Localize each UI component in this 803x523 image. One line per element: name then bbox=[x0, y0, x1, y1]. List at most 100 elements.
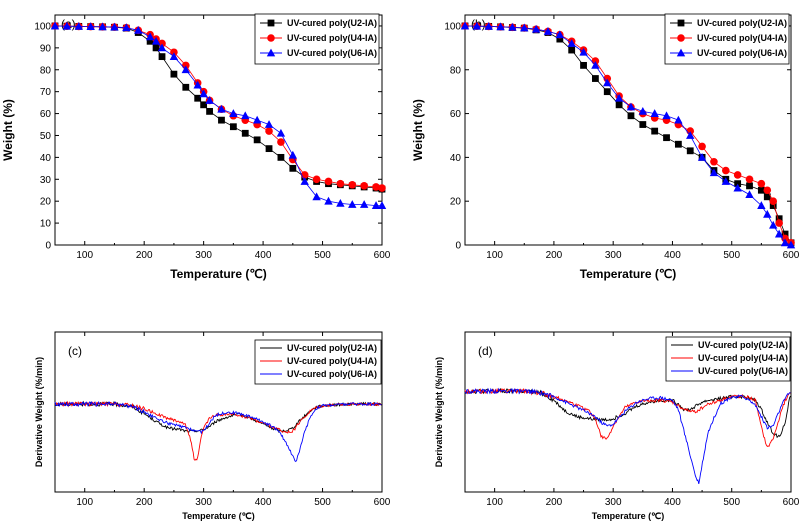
x-tick-label: 600 bbox=[374, 250, 391, 261]
series-line bbox=[54, 400, 382, 434]
legend-marker bbox=[267, 19, 275, 27]
series-3 bbox=[460, 21, 796, 249]
data-point bbox=[348, 200, 357, 208]
y-axis-label: Weight (%) bbox=[1, 99, 15, 161]
data-point bbox=[265, 127, 273, 135]
data-point bbox=[733, 171, 742, 179]
legend: UV-cured poly(U2-IA) UV-cured poly(U4-IA)… bbox=[665, 336, 791, 382]
data-point bbox=[722, 166, 730, 175]
legend-label: UV-cured poly(U2-IA) bbox=[698, 340, 788, 350]
data-point bbox=[592, 75, 599, 82]
y-tick-label: 80 bbox=[450, 65, 462, 76]
y-tick-label: 70 bbox=[40, 87, 52, 98]
y-axis-label: Weight (%) bbox=[411, 99, 425, 161]
data-point bbox=[674, 115, 683, 124]
data-point bbox=[158, 53, 166, 61]
data-point bbox=[377, 201, 387, 209]
data-point bbox=[276, 128, 286, 137]
data-point bbox=[241, 129, 249, 137]
x-tick-label: 600 bbox=[783, 250, 800, 261]
y-tick-label: 0 bbox=[455, 241, 461, 252]
data-point bbox=[134, 25, 143, 34]
series-3 bbox=[54, 400, 382, 463]
series-1 bbox=[464, 388, 791, 439]
data-point bbox=[86, 22, 95, 31]
y-tick-label: 40 bbox=[450, 153, 462, 164]
legend-marker bbox=[267, 34, 275, 42]
data-point bbox=[336, 179, 345, 188]
x-axis-label: Temperature (℃) bbox=[580, 267, 677, 281]
y-axis-label: Derivative Weight (%/min) bbox=[434, 357, 444, 467]
data-point bbox=[603, 88, 611, 96]
data-point bbox=[359, 200, 369, 208]
x-tick-label: 100 bbox=[76, 250, 93, 261]
chart-panel-c: 100 200 300 400 500 600 Temperature (℃) Derivat… bbox=[34, 331, 391, 521]
data-point bbox=[763, 186, 772, 195]
y-tick-label: 20 bbox=[40, 197, 52, 208]
data-point bbox=[348, 180, 357, 189]
x-tick-label: 600 bbox=[374, 497, 391, 508]
x-tick-label: 500 bbox=[314, 497, 331, 508]
data-point bbox=[757, 201, 766, 209]
legend-box bbox=[254, 13, 380, 65]
data-point bbox=[508, 22, 517, 31]
chart-panel-a: 100 200 300 400 500 600 0 10 20 30 40 50 60 70 80 90 100… bbox=[1, 13, 391, 281]
y-tick-label: 30 bbox=[40, 175, 52, 186]
data-point bbox=[484, 21, 493, 30]
legend-label: UV-cured poly(U6-IA) bbox=[698, 366, 788, 376]
series-line bbox=[54, 400, 382, 463]
y-tick-label: 40 bbox=[40, 153, 52, 164]
data-point bbox=[775, 215, 783, 223]
chart-panel-d: 100 200 300 400 500 600 Temperature (℃) Derivat… bbox=[434, 331, 800, 521]
data-point bbox=[663, 134, 670, 142]
legend-box bbox=[664, 13, 790, 65]
legend-label: UV-cured poly(U2-IA) bbox=[287, 343, 377, 353]
data-point bbox=[277, 138, 285, 146]
series-3 bbox=[50, 21, 387, 209]
data-point bbox=[651, 127, 659, 135]
data-point bbox=[371, 201, 381, 209]
legend-label: UV-cured poly(U4-IA) bbox=[698, 353, 788, 363]
data-point bbox=[520, 23, 529, 32]
data-point bbox=[62, 21, 72, 30]
data-point bbox=[580, 61, 587, 69]
data-point bbox=[229, 109, 238, 117]
data-point bbox=[721, 177, 730, 185]
data-point bbox=[205, 96, 214, 104]
data-point bbox=[615, 101, 623, 109]
data-point bbox=[662, 111, 671, 120]
x-tick-label: 100 bbox=[486, 497, 503, 508]
x-tick-label: 300 bbox=[605, 250, 622, 261]
panel-label: (c) bbox=[68, 344, 82, 358]
data-point bbox=[568, 46, 576, 54]
data-point bbox=[264, 120, 274, 128]
data-point bbox=[686, 147, 694, 155]
legend-box bbox=[254, 339, 382, 385]
plot-frame-c bbox=[54, 331, 383, 493]
data-point bbox=[378, 184, 386, 192]
data-point bbox=[253, 136, 261, 144]
legend-label: UV-cured poly(U2-IA) bbox=[287, 18, 377, 28]
data-point bbox=[638, 106, 648, 115]
data-point bbox=[555, 30, 565, 39]
data-point bbox=[265, 145, 273, 153]
data-point bbox=[360, 182, 368, 190]
legend-label: UV-cured poly(U6-IA) bbox=[287, 48, 377, 58]
x-tick-label: 200 bbox=[546, 497, 563, 508]
x-tick-label: 600 bbox=[783, 497, 800, 508]
y-tick-label: 50 bbox=[40, 131, 52, 142]
legend-label: UV-cured poly(U6-IA) bbox=[697, 48, 787, 58]
data-point bbox=[496, 22, 505, 31]
x-tick-label: 400 bbox=[664, 250, 681, 261]
series-line bbox=[464, 388, 791, 447]
legend-marker bbox=[677, 34, 685, 42]
y-tick-label: 0 bbox=[45, 241, 51, 252]
data-point bbox=[774, 229, 784, 238]
data-point bbox=[312, 192, 321, 201]
y-tick-label: 80 bbox=[40, 65, 52, 76]
data-point bbox=[769, 197, 778, 205]
data-point bbox=[169, 52, 179, 61]
data-point bbox=[781, 230, 789, 238]
legend-marker bbox=[266, 48, 276, 57]
